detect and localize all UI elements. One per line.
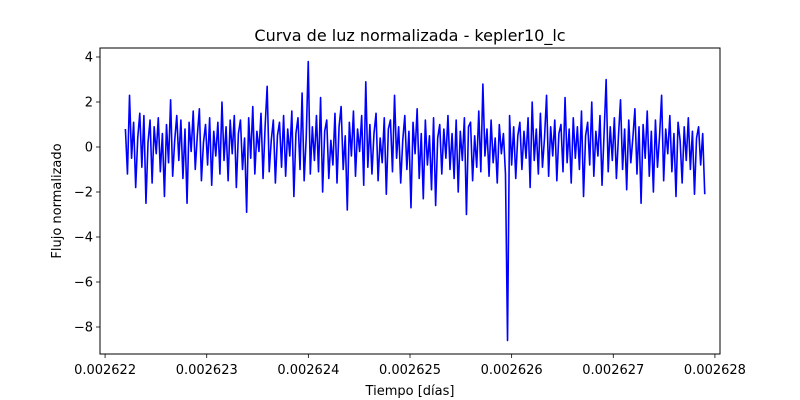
y-tick-label: 4 bbox=[85, 51, 93, 66]
chart-title: Curva de luz normalizada - kepler10_lc bbox=[254, 26, 565, 46]
x-tick-label: 0.002624 bbox=[277, 363, 339, 378]
y-axis-label: Flujo normalizado bbox=[50, 143, 65, 258]
x-axis-ticks: 0.002622 0.002623 0.002624 0.002625 0.002626… bbox=[74, 354, 746, 378]
x-tick-label: 0.002623 bbox=[176, 363, 238, 378]
x-tick-label: 0.002627 bbox=[582, 363, 644, 378]
y-tick-label: −2 bbox=[74, 186, 93, 201]
x-axis-label: Tiempo [días] bbox=[365, 384, 455, 399]
y-tick-label: −8 bbox=[74, 321, 93, 336]
y-tick-label: −6 bbox=[74, 276, 93, 291]
y-tick-label: −4 bbox=[74, 231, 93, 246]
x-tick-label: 0.002622 bbox=[74, 363, 136, 378]
series-line-flux bbox=[124, 60, 706, 342]
y-tick-label: 0 bbox=[85, 141, 93, 156]
x-tick-label: 0.002625 bbox=[379, 363, 441, 378]
x-tick-label: 0.002628 bbox=[684, 363, 746, 378]
plot-area bbox=[124, 60, 706, 342]
y-tick-label: 2 bbox=[85, 96, 93, 111]
x-tick-label: 0.002626 bbox=[481, 363, 543, 378]
y-axis-ticks: 4 2 0 −2 −4 −6 −8 bbox=[74, 51, 100, 336]
